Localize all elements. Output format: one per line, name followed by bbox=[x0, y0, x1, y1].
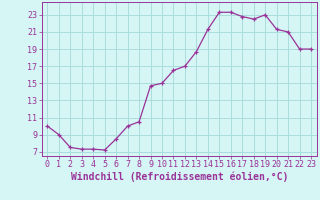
X-axis label: Windchill (Refroidissement éolien,°C): Windchill (Refroidissement éolien,°C) bbox=[70, 172, 288, 182]
